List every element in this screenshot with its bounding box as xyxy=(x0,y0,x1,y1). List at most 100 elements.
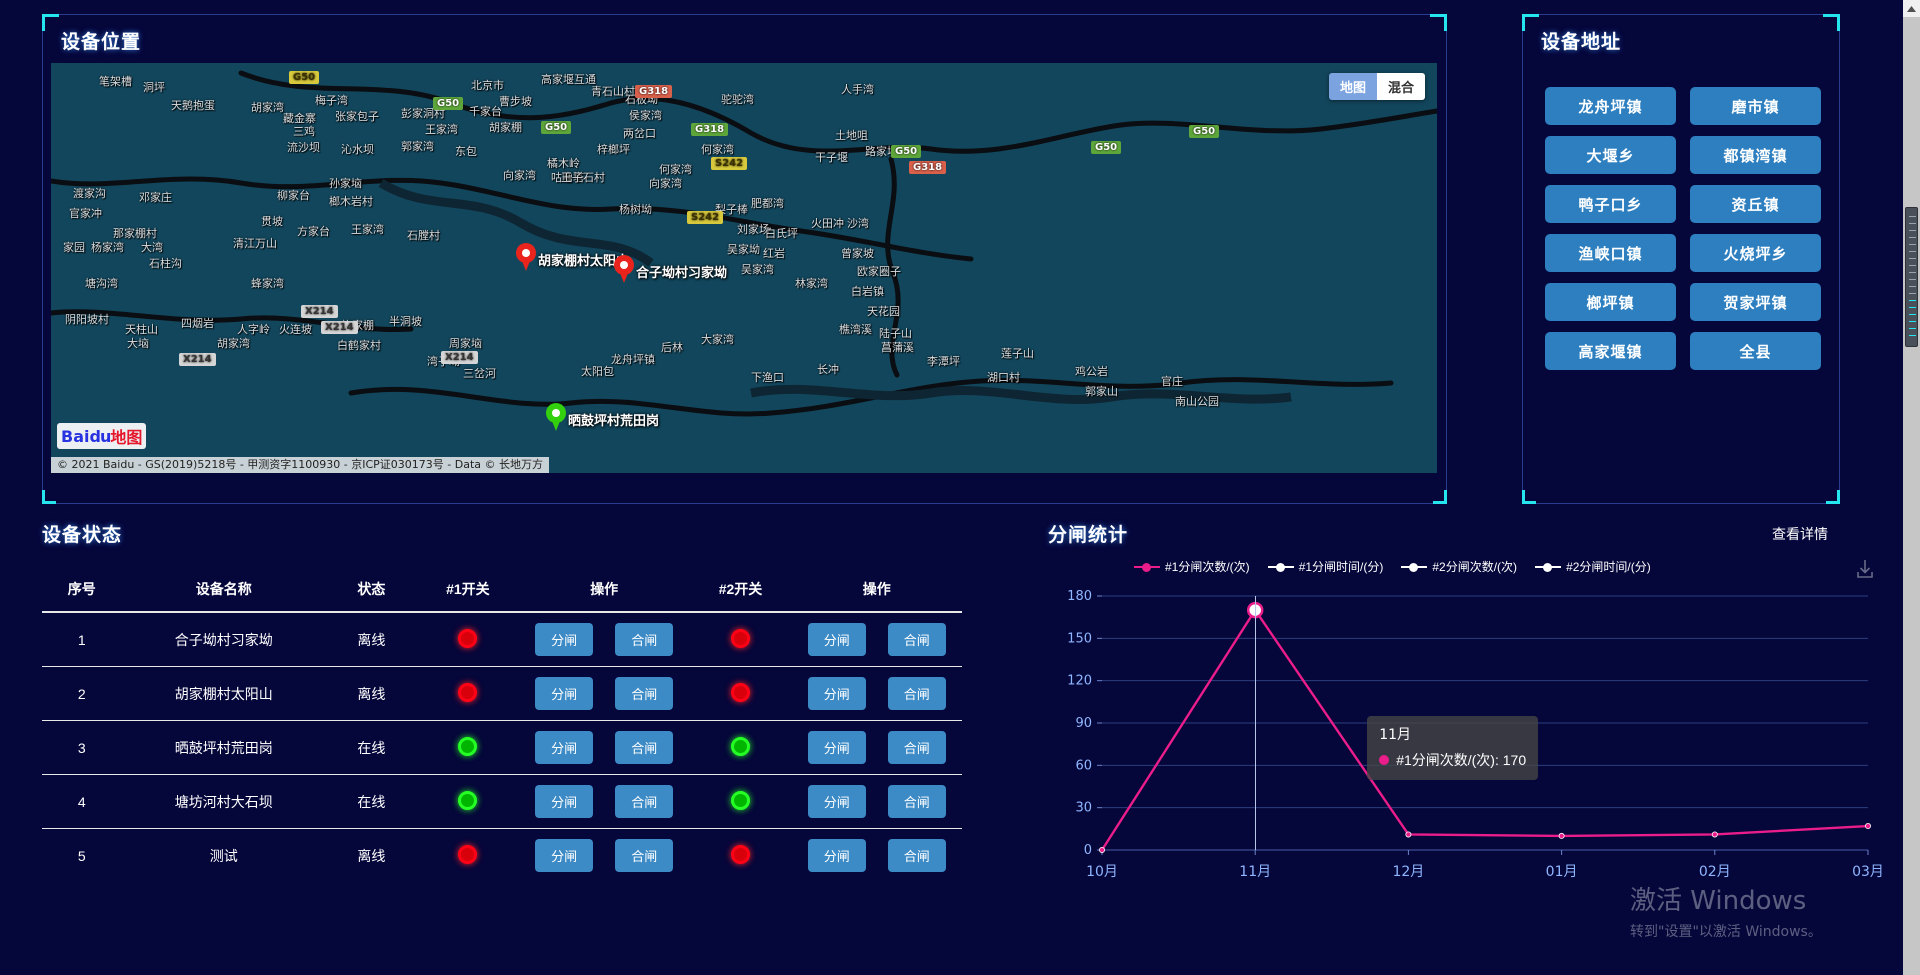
scrollbar-up-arrow-icon[interactable] xyxy=(1903,0,1920,17)
map-place-label: 官家冲 xyxy=(69,207,102,220)
y-axis-tick-label: 180 xyxy=(1067,589,1092,604)
switch2-indicator-icon xyxy=(730,844,750,864)
address-button-6[interactable]: 渔峡口镇 xyxy=(1545,234,1676,272)
switch2-open-button[interactable]: 分闸 xyxy=(807,623,866,656)
map-place-label: 周家垴 xyxy=(449,337,482,350)
map-place-label: 白鹤家村 xyxy=(337,339,381,352)
map-place-label: 何家湾 xyxy=(659,163,692,176)
map-place-label: 王子石村 xyxy=(561,171,605,184)
legend-item-1[interactable]: #1分闸时间/(分) xyxy=(1267,558,1383,575)
legend-item-0[interactable]: #1分闸次数/(次) xyxy=(1134,558,1250,575)
switch1-close-button[interactable]: 合闸 xyxy=(615,623,674,656)
map-place-label: 菖蒲溪 xyxy=(881,341,914,354)
switch1-close-button[interactable]: 合闸 xyxy=(615,677,674,710)
scrollbar-thumb-grip xyxy=(1909,314,1916,315)
switch1-close-button[interactable]: 合闸 xyxy=(615,731,674,764)
switch1-close-button[interactable]: 合闸 xyxy=(615,785,674,818)
switch1-indicator-icon xyxy=(458,682,478,702)
switch2-open-button[interactable]: 分闸 xyxy=(807,785,866,818)
map-marker[interactable]: 晒鼓坪村荒田岗 xyxy=(546,403,659,431)
legend-label: #2分闸次数/(次) xyxy=(1432,560,1518,574)
map-marker[interactable]: 胡家棚村太阳山 xyxy=(516,243,629,271)
switch2-close-button[interactable]: 合闸 xyxy=(887,623,946,656)
switch1-actions: 分闸 合闸 xyxy=(519,774,690,829)
map-pin-icon[interactable] xyxy=(516,243,536,271)
switch1-open-button[interactable]: 分闸 xyxy=(535,623,594,656)
map-place-label: 干子堰 xyxy=(815,151,848,164)
address-button-2[interactable]: 大堰乡 xyxy=(1545,136,1676,174)
switch2-close-button[interactable]: 合闸 xyxy=(887,677,946,710)
map-type-toggle[interactable]: 地图 混合 xyxy=(1328,73,1425,100)
map-pin-icon[interactable] xyxy=(614,255,634,283)
chart-plot-area[interactable]: 0 30 60 90 120 150 180 10月 11月 12月 01月 02月 03月 11月 #… xyxy=(1048,588,1888,888)
address-button-11[interactable]: 全县 xyxy=(1690,332,1821,370)
baidu-map[interactable]: 笔架槽 洞坪 天鹅抱蛋 胡家湾 梅子湾 藏金寨 张家包子 彭家洞村 千家台 三鸡 王家湾 胡家棚 流沙坝… xyxy=(51,63,1437,473)
address-button-4[interactable]: 鸭子口乡 xyxy=(1545,185,1676,223)
address-button-8[interactable]: 榔坪镇 xyxy=(1545,283,1676,321)
series-point[interactable] xyxy=(1099,846,1106,853)
switch1-open-button[interactable]: 分闸 xyxy=(535,785,594,818)
chart-legend[interactable]: #1分闸次数/(次) #1分闸时间/(分) #2分闸次数/(次) #2分闸时间/(分) xyxy=(1134,558,1651,575)
row-index: 4 xyxy=(42,774,122,829)
switch2-cell xyxy=(689,774,792,829)
address-button-1[interactable]: 磨市镇 xyxy=(1690,87,1821,125)
map-type-standard[interactable]: 地图 xyxy=(1328,73,1377,100)
highway-badge: G318 xyxy=(909,161,947,174)
download-icon[interactable] xyxy=(1854,558,1876,580)
scrollbar-track[interactable] xyxy=(1903,17,1920,975)
device-name: 胡家棚村太阳山 xyxy=(121,666,326,721)
map-place-label: 半洞坡 xyxy=(389,315,422,328)
scrollbar-thumb-grip xyxy=(1909,223,1916,224)
address-button-7[interactable]: 火烧坪乡 xyxy=(1690,234,1821,272)
series-point[interactable] xyxy=(1405,831,1412,838)
switch2-close-button[interactable]: 合闸 xyxy=(887,839,946,872)
map-marker[interactable]: 合子坳村习家坳 xyxy=(614,255,727,283)
switch1-actions: 分闸 合闸 xyxy=(519,829,689,883)
scrollbar-thumb-grip xyxy=(1909,335,1916,336)
switch2-actions: 分闸 合闸 xyxy=(791,720,962,775)
view-details-link[interactable]: 查看详情 xyxy=(1772,526,1828,542)
series-point[interactable] xyxy=(1711,831,1718,838)
page-scrollbar[interactable] xyxy=(1903,0,1920,975)
switch2-open-button[interactable]: 分闸 xyxy=(807,677,866,710)
map-pin-icon[interactable] xyxy=(546,403,566,431)
switch2-close-button[interactable]: 合闸 xyxy=(887,785,946,818)
map-place-label: 侯家湾 xyxy=(629,109,662,122)
map-place-label: 胡家棚 xyxy=(489,121,522,134)
switch1-open-button[interactable]: 分闸 xyxy=(535,839,594,872)
series-point[interactable] xyxy=(1865,823,1872,830)
switch1-open-button[interactable]: 分闸 xyxy=(535,731,594,764)
map-place-label: 林家湾 xyxy=(795,277,828,290)
switch2-actions: 分闸 合闸 xyxy=(791,774,962,829)
switch2-close-button[interactable]: 合闸 xyxy=(887,731,946,764)
scrollbar-thumb-grip xyxy=(1909,216,1916,217)
switch1-cell xyxy=(416,666,520,721)
scrollbar-thumb[interactable] xyxy=(1905,207,1918,347)
address-button-0[interactable]: 龙舟坪镇 xyxy=(1545,87,1676,125)
scrollbar-thumb-grip xyxy=(1909,272,1916,273)
switch1-close-button[interactable]: 合闸 xyxy=(615,839,674,872)
legend-item-3[interactable]: #2分闸时间/(分) xyxy=(1535,558,1651,575)
map-type-hybrid[interactable]: 混合 xyxy=(1376,73,1425,100)
map-place-label: 刘家场 xyxy=(737,223,770,236)
map-place-label: 官庄 xyxy=(1161,375,1183,388)
map-place-label: 天花园 xyxy=(867,305,900,318)
table-header-cell: #1开关 xyxy=(416,571,520,613)
switch2-open-button[interactable]: 分闸 xyxy=(807,839,866,872)
address-button-3[interactable]: 都镇湾镇 xyxy=(1690,136,1821,174)
device-status-table-body: 1 合子坳村习家坳 离线 分闸 合闸 分闸 合闸 2 胡家棚村太阳山 离线 分闸 合闸 分闸 合闸 3 晒鼓坪… xyxy=(42,612,962,882)
scrollbar-thumb-grip xyxy=(1909,307,1916,308)
switch2-actions: 分闸 合闸 xyxy=(791,612,962,667)
switch2-open-button[interactable]: 分闸 xyxy=(807,731,866,764)
switch1-open-button[interactable]: 分闸 xyxy=(535,677,594,710)
address-button-9[interactable]: 贺家坪镇 xyxy=(1690,283,1821,321)
map-place-label: 何家湾 xyxy=(701,143,734,156)
address-button-10[interactable]: 高家堰镇 xyxy=(1545,332,1676,370)
series-point[interactable] xyxy=(1558,832,1565,839)
legend-item-2[interactable]: #2分闸次数/(次) xyxy=(1401,558,1517,575)
map-place-label: 杨树坳 xyxy=(619,203,652,216)
map-place-label: 石膛村 xyxy=(407,229,440,242)
address-button-5[interactable]: 资丘镇 xyxy=(1690,185,1821,223)
legend-marker-icon xyxy=(1401,561,1428,573)
map-place-label: 渡家沟 xyxy=(73,187,106,200)
